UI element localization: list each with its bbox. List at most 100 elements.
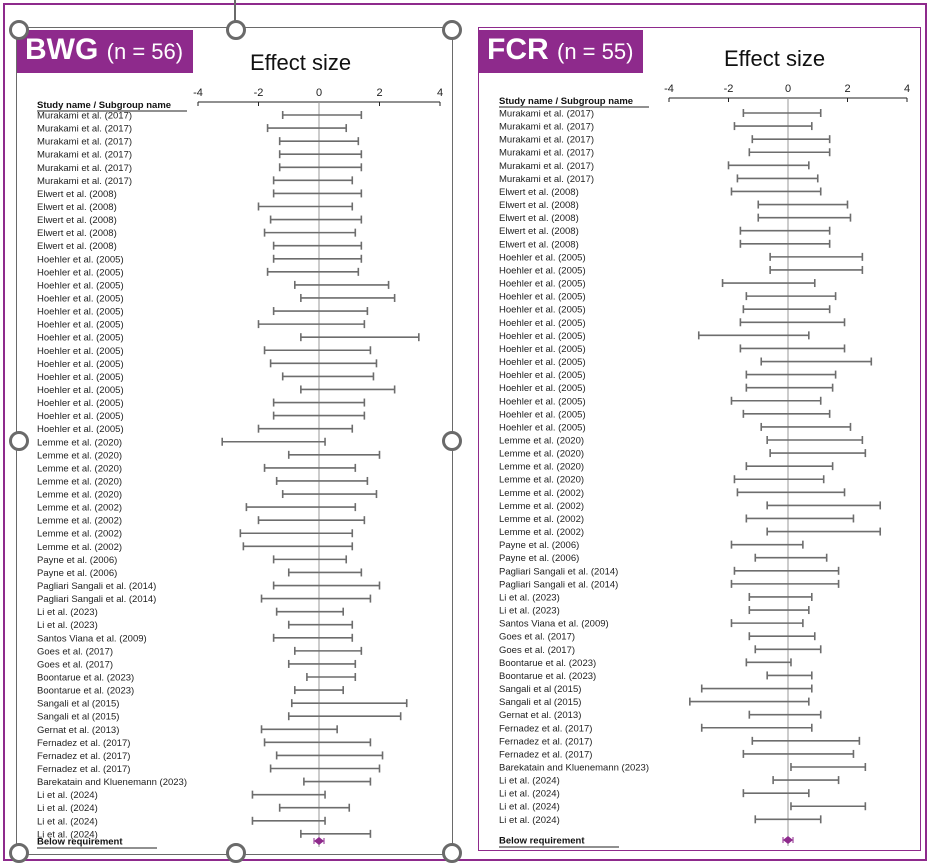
study-label: Lemme et al. (2020) bbox=[37, 490, 122, 501]
summary-diamond bbox=[783, 836, 793, 844]
study-label: Lemme et al. (2002) bbox=[499, 514, 584, 525]
study-label: Pagliari Sangali et al. (2014) bbox=[37, 594, 156, 605]
study-label: Hoehler et al. (2005) bbox=[37, 307, 124, 318]
study-label: Goes et al. (2017) bbox=[37, 659, 113, 670]
study-label: Boontarue et al. (2023) bbox=[499, 671, 596, 682]
study-label: Li et al. (2023) bbox=[499, 606, 560, 617]
resize-handle-bottom-center[interactable] bbox=[226, 843, 246, 863]
study-label: Murakami et al. (2017) bbox=[499, 135, 594, 146]
study-label: Sangali et al (2015) bbox=[37, 699, 119, 710]
study-label: Lemme et al. (2020) bbox=[499, 462, 584, 473]
study-label: Elwert et al. (2008) bbox=[37, 215, 117, 226]
resize-handle-bottom-left[interactable] bbox=[9, 843, 29, 863]
study-label: Hoehler et al. (2005) bbox=[499, 396, 586, 407]
study-label: Hoehler et al. (2005) bbox=[37, 424, 124, 435]
study-label: Payne et al. (2006) bbox=[37, 568, 117, 579]
panel-title-bwg: BWG (n = 56) bbox=[17, 30, 194, 73]
study-label: Hoehler et al. (2005) bbox=[37, 267, 124, 278]
study-label: Hoehler et al. (2005) bbox=[37, 333, 124, 344]
study-label: Hoehler et al. (2005) bbox=[499, 305, 586, 316]
study-label: Lemme et al. (2002) bbox=[499, 488, 584, 499]
study-label: Elwert et al. (2008) bbox=[499, 226, 579, 237]
study-label: Barekatain and Kluenemann (2023) bbox=[499, 763, 649, 774]
study-label: Lemme et al. (2002) bbox=[499, 501, 584, 512]
study-label: Murakami et al. (2017) bbox=[37, 176, 132, 187]
study-label: Fernadez et al. (2017) bbox=[37, 751, 130, 762]
study-label: Boontarue et al. (2023) bbox=[499, 658, 596, 669]
panel-title-text: FCR bbox=[487, 33, 549, 66]
study-label: Li et al. (2024) bbox=[499, 789, 560, 800]
study-label: Murakami et al. (2017) bbox=[499, 109, 594, 120]
study-label: Elwert et al. (2008) bbox=[37, 241, 117, 252]
x-tick-label: 0 bbox=[785, 83, 791, 95]
study-label: Fernadez et al. (2017) bbox=[37, 764, 130, 775]
study-label: Li et al. (2024) bbox=[499, 776, 560, 787]
study-label: Murakami et al. (2017) bbox=[37, 163, 132, 174]
study-label: Murakami et al. (2017) bbox=[37, 150, 132, 161]
column-header: Study name / Subgroup name bbox=[499, 96, 633, 107]
study-label: Li et al. (2024) bbox=[37, 829, 98, 840]
study-label: Hoehler et al. (2005) bbox=[499, 292, 586, 303]
figure-frame bbox=[3, 3, 927, 861]
resize-handle-middle-right[interactable] bbox=[442, 431, 462, 451]
study-label: Hoehler et al. (2005) bbox=[37, 398, 124, 409]
footer-label: Below requirement bbox=[499, 836, 585, 847]
study-label: Sangali et al (2015) bbox=[37, 712, 119, 723]
study-label: Hoehler et al. (2005) bbox=[499, 344, 586, 355]
study-label: Hoehler et al. (2005) bbox=[499, 331, 586, 342]
study-label: Lemme et al. (2020) bbox=[499, 475, 584, 486]
panel-title-fcr: FCR (n = 55) bbox=[479, 30, 644, 73]
study-label: Fernadez et al. (2017) bbox=[37, 738, 130, 749]
bwg-panel: BWG (n = 56) Effect size -4 -2 0 2 4 Study na… bbox=[16, 27, 453, 855]
study-label: Li et al. (2024) bbox=[499, 815, 560, 826]
resize-handle-top-left[interactable] bbox=[9, 20, 29, 40]
resize-handle-top-center[interactable] bbox=[226, 20, 246, 40]
study-label: Hoehler et al. (2005) bbox=[37, 372, 124, 383]
study-label: Santos Viana et al. (2009) bbox=[499, 619, 609, 630]
study-label: Fernadez et al. (2017) bbox=[499, 723, 592, 734]
study-label: Gernat et al. (2013) bbox=[499, 710, 581, 721]
study-label: Elwert et al. (2008) bbox=[499, 200, 579, 211]
study-label: Pagliari Sangali et al. (2014) bbox=[499, 566, 618, 577]
study-label: Murakami et al. (2017) bbox=[37, 111, 132, 122]
study-label: Goes et al. (2017) bbox=[499, 645, 575, 656]
study-label: Li et al. (2024) bbox=[499, 802, 560, 813]
study-label: Boontarue et al. (2023) bbox=[37, 686, 134, 697]
study-label: Elwert et al. (2008) bbox=[499, 213, 579, 224]
study-label: Hoehler et al. (2005) bbox=[499, 318, 586, 329]
x-tick-label: 4 bbox=[904, 83, 910, 95]
study-label: Fernadez et al. (2017) bbox=[499, 736, 592, 747]
study-label: Hoehler et al. (2005) bbox=[499, 279, 586, 290]
resize-handle-bottom-right[interactable] bbox=[442, 843, 462, 863]
study-label: Hoehler et al. (2005) bbox=[37, 280, 124, 291]
study-label: Lemme et al. (2002) bbox=[37, 516, 122, 527]
study-label: Lemme et al. (2020) bbox=[499, 436, 584, 447]
sample-size-label: (n = 56) bbox=[106, 39, 184, 64]
study-label: Elwert et al. (2008) bbox=[499, 239, 579, 250]
effect-size-label: Effect size bbox=[250, 50, 352, 75]
study-label: Lemme et al. (2020) bbox=[37, 437, 122, 448]
x-tick-label: 0 bbox=[316, 87, 322, 99]
study-label: Hoehler et al. (2005) bbox=[37, 346, 124, 357]
rotate-handle-stem[interactable] bbox=[234, 0, 236, 22]
study-label: Lemme et al. (2002) bbox=[37, 529, 122, 540]
study-label: Hoehler et al. (2005) bbox=[37, 359, 124, 370]
resize-handle-top-right[interactable] bbox=[442, 20, 462, 40]
study-label: Barekatain and Kluenemann (2023) bbox=[37, 777, 187, 788]
study-label: Boontarue et al. (2023) bbox=[37, 673, 134, 684]
study-label: Pagliari Sangali et al. (2014) bbox=[37, 581, 156, 592]
resize-handle-middle-left[interactable] bbox=[9, 431, 29, 451]
x-tick-label: 2 bbox=[376, 87, 382, 99]
study-label: Pagliari Sangali et al. (2014) bbox=[499, 579, 618, 590]
column-header: Study name / Subgroup name bbox=[37, 100, 171, 111]
study-label: Hoehler et al. (2005) bbox=[37, 320, 124, 331]
panel-title-text: BWG bbox=[25, 33, 99, 66]
study-label: Murakami et al. (2017) bbox=[499, 122, 594, 133]
study-label: Hoehler et al. (2005) bbox=[499, 422, 586, 433]
study-label: Hoehler et al. (2005) bbox=[37, 293, 124, 304]
study-label: Payne et al. (2006) bbox=[499, 553, 579, 564]
study-label: Murakami et al. (2017) bbox=[37, 124, 132, 135]
study-label: Lemme et al. (2020) bbox=[37, 463, 122, 474]
study-label: Elwert et al. (2008) bbox=[37, 189, 117, 200]
